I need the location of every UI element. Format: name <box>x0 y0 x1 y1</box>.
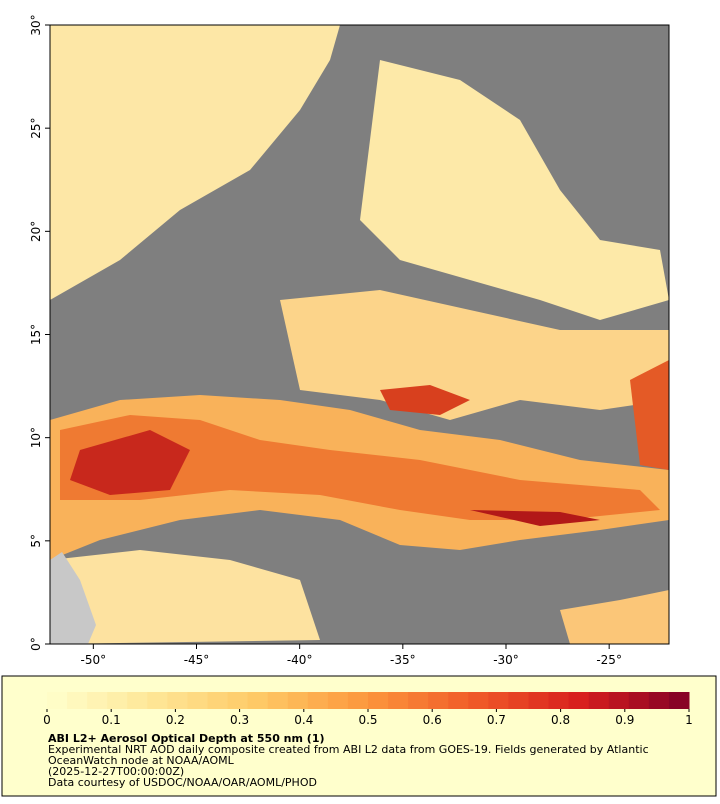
colorbar-swatch <box>408 692 429 709</box>
colorbar-swatch <box>107 692 128 709</box>
y-tick-label: 10° <box>29 427 43 448</box>
caption-line: Data courtesy of USDOC/NOAA/OAR/AOML/PHO… <box>48 776 317 789</box>
colorbar-tick-label: 0.4 <box>294 713 313 727</box>
x-tick-label: -45° <box>184 653 210 667</box>
colorbar-tick-label: 0.5 <box>358 713 377 727</box>
colorbar: 0 0.1 0.2 0.3 0.4 0.5 0.6 0.7 0.8 0.9 1 <box>43 692 693 727</box>
colorbar-swatch <box>528 692 550 709</box>
caption-title: ABI L2+ Aerosol Optical Depth at 550 nm … <box>48 732 325 745</box>
colorbar-tick-label: 0.2 <box>166 713 185 727</box>
x-tick-label: -30° <box>493 653 519 667</box>
colorbar-swatch <box>307 692 329 709</box>
colorbar-swatch <box>327 692 349 709</box>
caption-line: (2025-12-27T00:00:00Z) <box>48 765 184 778</box>
colorbar-tick-label: 0.9 <box>615 713 634 727</box>
y-tick-label: 20° <box>29 221 43 242</box>
y-tick-label: 15° <box>29 324 43 345</box>
colorbar-swatch <box>227 692 249 709</box>
colorbar-tick-label: 1 <box>685 713 693 727</box>
colorbar-swatch <box>347 692 369 709</box>
colorbar-swatch <box>628 692 650 709</box>
colorbar-swatch <box>648 692 670 709</box>
colorbar-swatch <box>508 692 529 709</box>
x-tick-label: -35° <box>390 653 416 667</box>
x-tick-label: -40° <box>287 653 313 667</box>
colorbar-tick-label: 0.3 <box>230 713 249 727</box>
map-field <box>50 25 669 644</box>
colorbar-swatch <box>428 692 449 709</box>
colorbar-tick-label: 0 <box>43 713 51 727</box>
colorbar-tick-label: 0.1 <box>102 713 121 727</box>
colorbar-swatch <box>247 692 269 709</box>
axes: -50° -45° -40° -35° -30° -25° 0° 5° 10° 15° 20° 25°… <box>29 14 622 667</box>
colorbar-swatch <box>608 692 630 709</box>
colorbar-swatch <box>287 692 309 709</box>
colorbar-swatch <box>67 692 88 709</box>
colorbar-swatch <box>187 692 208 709</box>
colorbar-swatch <box>388 692 409 709</box>
colorbar-swatch <box>207 692 229 709</box>
y-tick-label: 0° <box>29 637 43 651</box>
colorbar-swatch <box>668 692 690 709</box>
caption-line: Experimental NRT AOD daily composite cre… <box>48 743 649 756</box>
x-tick-label: -50° <box>81 653 107 667</box>
colorbar-tick-label: 0.8 <box>551 713 570 727</box>
colorbar-swatch <box>267 692 289 709</box>
y-tick-label: 5° <box>29 534 43 548</box>
colorbar-swatch <box>568 692 590 709</box>
x-tick-label: -25° <box>596 653 622 667</box>
colorbar-swatch <box>47 692 68 709</box>
y-tick-label: 25° <box>29 118 43 139</box>
colorbar-swatch <box>127 692 148 709</box>
colorbar-swatch <box>488 692 509 709</box>
colorbar-swatch <box>87 692 108 709</box>
colorbar-swatch <box>588 692 610 709</box>
colorbar-swatch <box>448 692 469 709</box>
y-tick-label: 30° <box>29 14 43 35</box>
caption-line: OceanWatch node at NOAA/AOML <box>48 754 235 767</box>
colorbar-swatch <box>147 692 168 709</box>
colorbar-swatch <box>548 692 570 709</box>
colorbar-swatch <box>167 692 188 709</box>
colorbar-tick-label: 0.6 <box>423 713 442 727</box>
colorbar-swatch <box>468 692 489 709</box>
colorbar-tick-label: 0.7 <box>487 713 506 727</box>
colorbar-swatch <box>368 692 389 709</box>
